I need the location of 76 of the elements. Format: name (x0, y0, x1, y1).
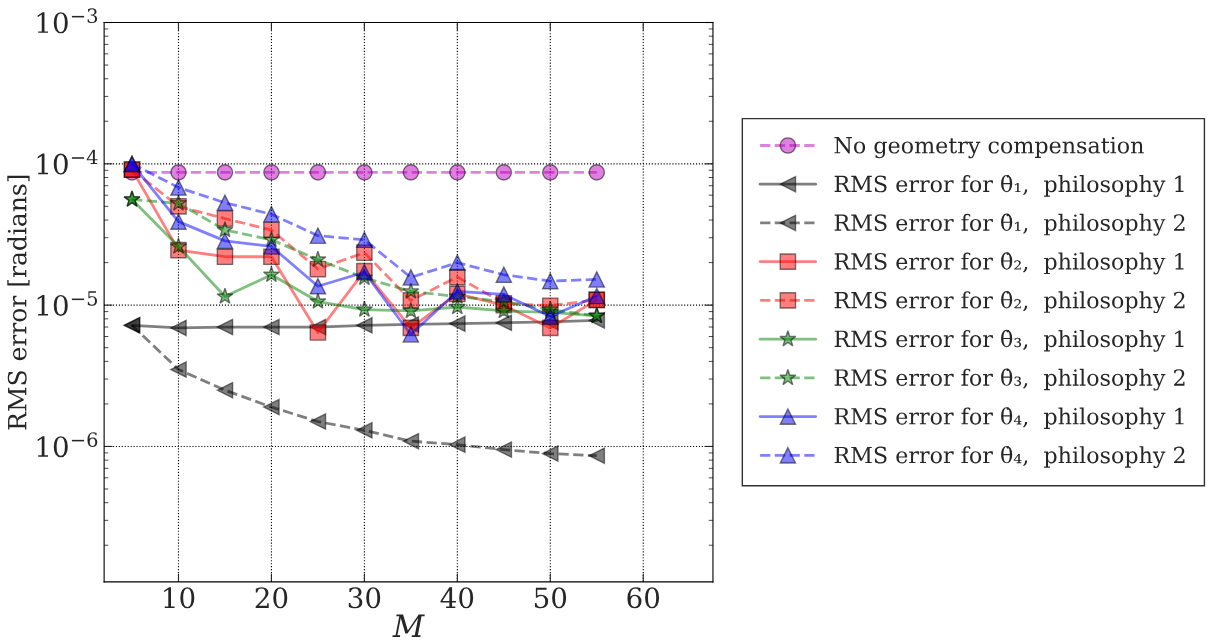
point (309, 227, 327, 245)
legend-label: No geometry compensation (834, 136, 1144, 159)
point (170, 213, 187, 230)
point (309, 277, 327, 295)
legend-label: RMS error for θ̇₃, philosophy 1 (834, 329, 1184, 352)
point (309, 413, 327, 430)
point (402, 326, 420, 343)
point (309, 324, 327, 341)
point (495, 164, 513, 181)
point (263, 164, 280, 181)
point (309, 164, 327, 181)
point (449, 164, 466, 181)
point (356, 231, 373, 249)
point (588, 271, 606, 288)
point (263, 398, 280, 416)
point (262, 265, 281, 283)
point (263, 205, 280, 223)
point (169, 194, 188, 211)
point (541, 272, 559, 290)
point (309, 250, 327, 268)
point (588, 447, 606, 465)
point (356, 316, 373, 334)
point (495, 441, 513, 458)
point (169, 237, 188, 254)
point (216, 287, 234, 304)
point (170, 361, 187, 378)
x-tick-label: 40 (440, 587, 474, 609)
point (216, 318, 234, 336)
y-tick-label: 10$^{−3}$ (37, 8, 98, 34)
point (449, 436, 466, 453)
point (495, 286, 513, 303)
point (449, 254, 466, 271)
point (170, 164, 187, 181)
y-axis-title: RMS error [radians] (7, 175, 30, 430)
point (170, 179, 187, 196)
y-tick-label: 10$^{−6}$ (37, 432, 98, 458)
legend-label: RMS error for θ̇₁, philosophy 1 (834, 174, 1184, 197)
x-tick-label: 10 (164, 587, 195, 609)
point (216, 248, 234, 266)
legend-label: RMS error for θ̇₂, philosophy 2 (834, 291, 1185, 314)
point (402, 269, 420, 286)
point (216, 221, 234, 238)
point (495, 266, 513, 284)
x-tick-label: 20 (255, 587, 288, 609)
y-tick-label: 10$^{−5}$ (37, 291, 98, 316)
point (263, 238, 280, 255)
point (402, 432, 420, 450)
legend-label: RMS error for θ̇₃, philosophy 2 (834, 368, 1185, 391)
point (541, 308, 559, 325)
point (541, 445, 559, 462)
point (402, 301, 420, 319)
point (263, 318, 280, 336)
x-tick-label: 60 (627, 587, 660, 609)
point (356, 422, 373, 439)
point (588, 164, 606, 181)
x-tick-label: 30 (348, 587, 381, 609)
legend-label: RMS error for θ̇₁, philosophy 2 (834, 213, 1185, 236)
point (309, 292, 327, 309)
legend-label: RMS error for θ̇₄, philosophy 2 (834, 445, 1185, 469)
point (495, 314, 513, 332)
point (449, 315, 466, 332)
y-tick-label: 10$^{−4}$ (37, 149, 98, 175)
point (402, 164, 420, 181)
point (355, 300, 374, 318)
point (356, 164, 373, 181)
point (541, 164, 559, 181)
legend-label: RMS error for θ̇₂, philosophy 1 (834, 252, 1184, 275)
point (216, 232, 234, 250)
point (216, 194, 234, 212)
point (588, 287, 606, 305)
x-tick-label: 50 (534, 587, 567, 609)
point (170, 319, 187, 337)
legend-label: RMS error for θ̇₄, philosophy 1 (834, 407, 1184, 430)
x-axis-title: M (392, 614, 425, 637)
point (216, 381, 234, 399)
point (216, 164, 234, 181)
